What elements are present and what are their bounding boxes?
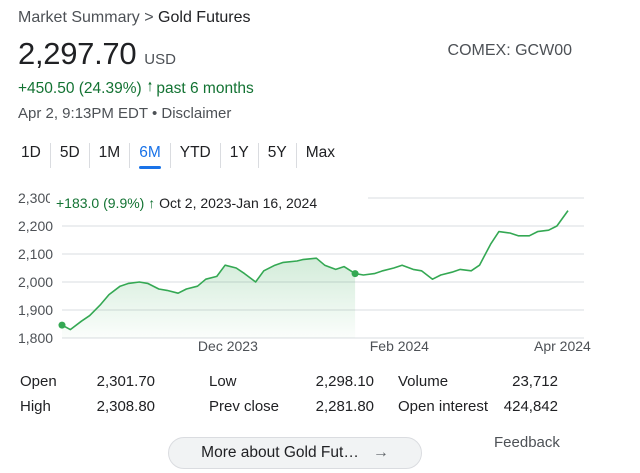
stat-open-label: Open xyxy=(20,373,57,390)
price-line xyxy=(61,210,569,331)
change-value: +450.50 (24.39%) xyxy=(18,80,142,97)
stat-low-value: 2,298.10 xyxy=(315,373,374,390)
x-tick-label: Dec 2023 xyxy=(198,338,258,354)
y-tick-label: 2,000 xyxy=(18,274,53,290)
more-about-button[interactable]: More about Gold Fut… → xyxy=(168,437,422,469)
price-row: 2,297.70 USD xyxy=(18,36,176,72)
up-arrow-icon: ↑ xyxy=(144,195,159,211)
stat-high: High 2,308.80 xyxy=(20,398,155,415)
stat-prev-close-label: Prev close xyxy=(209,398,280,415)
tooltip-range: Oct 2, 2023-Jan 16, 2024 xyxy=(159,195,317,211)
arrow-right-icon: → xyxy=(372,444,389,461)
currency-label: USD xyxy=(144,51,176,68)
stat-open-interest-value: 424,842 xyxy=(503,398,558,415)
stat-open-value: 2,301.70 xyxy=(96,373,155,390)
breadcrumb: Market Summary > Gold Futures xyxy=(18,9,251,27)
tab-5y[interactable]: 5Y xyxy=(257,143,296,168)
stat-volume-value: 23,712 xyxy=(512,373,558,390)
range-tabs: 1D 5D 1M 6M YTD 1Y 5Y Max xyxy=(12,143,344,169)
stat-volume-label: Volume xyxy=(398,373,449,390)
stat-open: Open 2,301.70 xyxy=(20,373,155,390)
tooltip-text: +183.0 (9.9%) ↑ Oct 2, 2023-Jan 16, 2024 xyxy=(56,195,317,211)
tab-5d[interactable]: 5D xyxy=(49,143,89,168)
selection-tooltip: +183.0 (9.9%) ↑ Oct 2, 2023-Jan 16, 2024 xyxy=(50,190,368,214)
quote-timestamp-row: Apr 2, 9:13PM EDT • Disclaimer xyxy=(18,105,231,122)
feedback-link[interactable]: Feedback xyxy=(494,434,560,451)
y-tick-label: 2,300 xyxy=(18,190,53,206)
bullet-separator: • xyxy=(151,105,162,122)
stat-low: Low 2,298.10 xyxy=(209,373,374,390)
tab-1d[interactable]: 1D xyxy=(21,144,41,161)
tab-ytd[interactable]: YTD xyxy=(169,143,220,168)
stat-open-interest: Open interest 424,842 xyxy=(398,398,558,415)
quote-timestamp: Apr 2, 9:13PM EDT xyxy=(18,105,148,122)
y-tick-label: 2,100 xyxy=(18,246,53,262)
selection-area xyxy=(62,258,356,338)
tab-1y[interactable]: 1Y xyxy=(219,143,258,168)
price-change: +450.50 (24.39%) 🠑 past 6 months xyxy=(18,78,254,100)
tooltip-change: +183.0 (9.9%) xyxy=(56,195,144,211)
x-tick-label: Feb 2024 xyxy=(370,338,429,354)
y-tick-label: 1,800 xyxy=(18,330,53,346)
disclaimer-link[interactable]: Disclaimer xyxy=(161,105,232,122)
change-period: past 6 months xyxy=(156,80,254,97)
up-arrow-icon: 🠑 xyxy=(147,79,153,94)
tab-max[interactable]: Max xyxy=(295,143,344,168)
tab-6m[interactable]: 6M xyxy=(129,143,170,169)
price-chart[interactable]: 2,300 2,200 2,100 2,000 1,900 1,800 Dec 2023 Fe… xyxy=(0,178,640,363)
more-about-label: More about Gold Fut… xyxy=(201,444,359,461)
stat-high-value: 2,308.80 xyxy=(96,398,155,415)
stat-volume: Volume 23,712 xyxy=(398,373,558,390)
selection-start-marker xyxy=(58,321,66,329)
selection-end-marker xyxy=(351,270,359,278)
breadcrumb-root[interactable]: Market Summary xyxy=(18,9,140,26)
breadcrumb-current: Gold Futures xyxy=(158,9,251,26)
stat-open-interest-label: Open interest xyxy=(398,398,489,415)
current-price: 2,297.70 xyxy=(18,36,137,71)
y-tick-label: 1,900 xyxy=(18,302,53,318)
tab-1m[interactable]: 1M xyxy=(88,143,130,168)
stat-prev-close-value: 2,281.80 xyxy=(315,398,374,415)
x-tick-label: Apr 2024 xyxy=(534,338,591,354)
stat-low-label: Low xyxy=(209,373,237,390)
breadcrumb-separator: > xyxy=(144,9,154,26)
stat-high-label: High xyxy=(20,398,51,415)
ticker-symbol: COMEX: GCW00 xyxy=(447,42,572,59)
stat-prev-close: Prev close 2,281.80 xyxy=(209,398,374,415)
tooltip-box xyxy=(50,190,368,214)
y-tick-label: 2,200 xyxy=(18,218,53,234)
